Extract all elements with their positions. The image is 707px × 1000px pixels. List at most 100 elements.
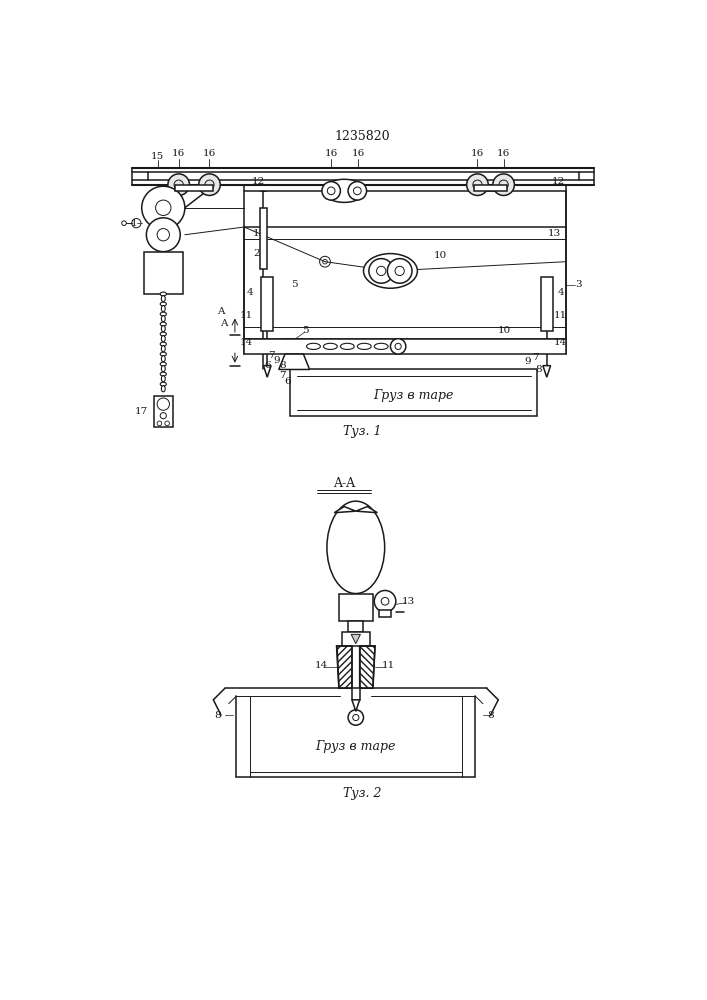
Text: 16: 16: [325, 149, 338, 158]
Circle shape: [348, 710, 363, 725]
Text: 5: 5: [291, 280, 298, 289]
Polygon shape: [351, 634, 361, 644]
Ellipse shape: [391, 343, 405, 349]
Bar: [379, 610, 391, 617]
Circle shape: [374, 590, 396, 612]
Bar: [244, 227, 566, 339]
Text: 7: 7: [279, 371, 286, 380]
Ellipse shape: [374, 343, 388, 349]
Bar: [348, 620, 363, 632]
Ellipse shape: [307, 343, 320, 349]
Ellipse shape: [161, 306, 165, 312]
Polygon shape: [334, 507, 356, 513]
Bar: [541, 277, 553, 331]
Text: 4: 4: [557, 288, 564, 297]
Polygon shape: [264, 366, 271, 377]
Text: 6: 6: [264, 361, 271, 370]
Text: 6: 6: [285, 377, 291, 386]
Ellipse shape: [161, 346, 165, 352]
Bar: [474, 185, 508, 191]
Bar: [352, 688, 360, 700]
Text: 10: 10: [434, 251, 447, 260]
Bar: [342, 632, 370, 646]
Text: 10: 10: [498, 326, 511, 335]
Circle shape: [168, 174, 189, 195]
Ellipse shape: [161, 366, 165, 372]
Text: 1235820: 1235820: [335, 130, 390, 143]
Ellipse shape: [161, 356, 165, 362]
Polygon shape: [352, 700, 360, 711]
Text: 5: 5: [303, 326, 309, 335]
Text: 12: 12: [252, 177, 264, 186]
Polygon shape: [360, 646, 375, 688]
Polygon shape: [356, 507, 378, 513]
Ellipse shape: [160, 342, 166, 346]
Text: A: A: [220, 319, 227, 328]
Circle shape: [467, 174, 489, 195]
Text: 14: 14: [554, 338, 567, 347]
Ellipse shape: [357, 343, 371, 349]
Ellipse shape: [160, 302, 166, 306]
Text: 14: 14: [240, 338, 253, 347]
Ellipse shape: [363, 254, 417, 288]
Text: 16: 16: [471, 149, 484, 158]
Ellipse shape: [161, 296, 165, 302]
Text: 11: 11: [554, 311, 567, 320]
Circle shape: [387, 259, 412, 283]
Text: 12: 12: [551, 177, 565, 186]
Ellipse shape: [340, 343, 354, 349]
Circle shape: [493, 174, 515, 195]
Text: 9: 9: [524, 357, 531, 366]
Bar: [154, 396, 173, 427]
Ellipse shape: [161, 326, 165, 332]
Ellipse shape: [160, 352, 166, 356]
Text: A-A: A-A: [333, 477, 356, 490]
Text: Груз в таре: Груз в таре: [315, 740, 396, 753]
Ellipse shape: [161, 386, 165, 392]
Text: Груз в таре: Груз в таре: [373, 389, 454, 402]
Ellipse shape: [160, 292, 166, 296]
Bar: [244, 339, 566, 354]
Text: 8: 8: [214, 711, 221, 720]
Polygon shape: [337, 646, 352, 688]
Ellipse shape: [161, 316, 165, 322]
Text: 14: 14: [315, 661, 328, 670]
Polygon shape: [279, 354, 310, 369]
Bar: [175, 185, 214, 191]
Text: 3: 3: [575, 280, 582, 289]
Circle shape: [141, 186, 185, 229]
Ellipse shape: [161, 376, 165, 382]
Text: Τуз. 1: Τуз. 1: [344, 425, 382, 438]
Text: Τуз. 2: Τуз. 2: [344, 787, 382, 800]
Bar: [261, 277, 274, 331]
Text: 15: 15: [151, 152, 165, 161]
Circle shape: [322, 182, 340, 200]
Ellipse shape: [160, 382, 166, 386]
Text: A: A: [217, 307, 225, 316]
Text: 7: 7: [532, 353, 539, 362]
Text: 8: 8: [536, 365, 542, 374]
Circle shape: [146, 218, 180, 252]
Circle shape: [369, 259, 394, 283]
Ellipse shape: [160, 312, 166, 316]
Bar: [291, 369, 537, 416]
Text: 4: 4: [247, 288, 253, 297]
Bar: [339, 594, 373, 620]
Text: 16: 16: [351, 149, 365, 158]
Circle shape: [199, 174, 221, 195]
Text: 16: 16: [172, 149, 185, 158]
Text: 13: 13: [402, 597, 415, 606]
Text: 7: 7: [268, 351, 274, 360]
Text: 16: 16: [497, 149, 510, 158]
Bar: [285, 339, 303, 354]
Ellipse shape: [160, 362, 166, 366]
Text: 16: 16: [203, 149, 216, 158]
Text: 13: 13: [253, 229, 266, 238]
Text: 13: 13: [548, 229, 561, 238]
Text: 9: 9: [273, 356, 280, 365]
Ellipse shape: [327, 501, 385, 594]
Text: 11: 11: [240, 311, 253, 320]
Ellipse shape: [324, 343, 337, 349]
Circle shape: [390, 339, 406, 354]
Text: 2: 2: [253, 249, 259, 258]
